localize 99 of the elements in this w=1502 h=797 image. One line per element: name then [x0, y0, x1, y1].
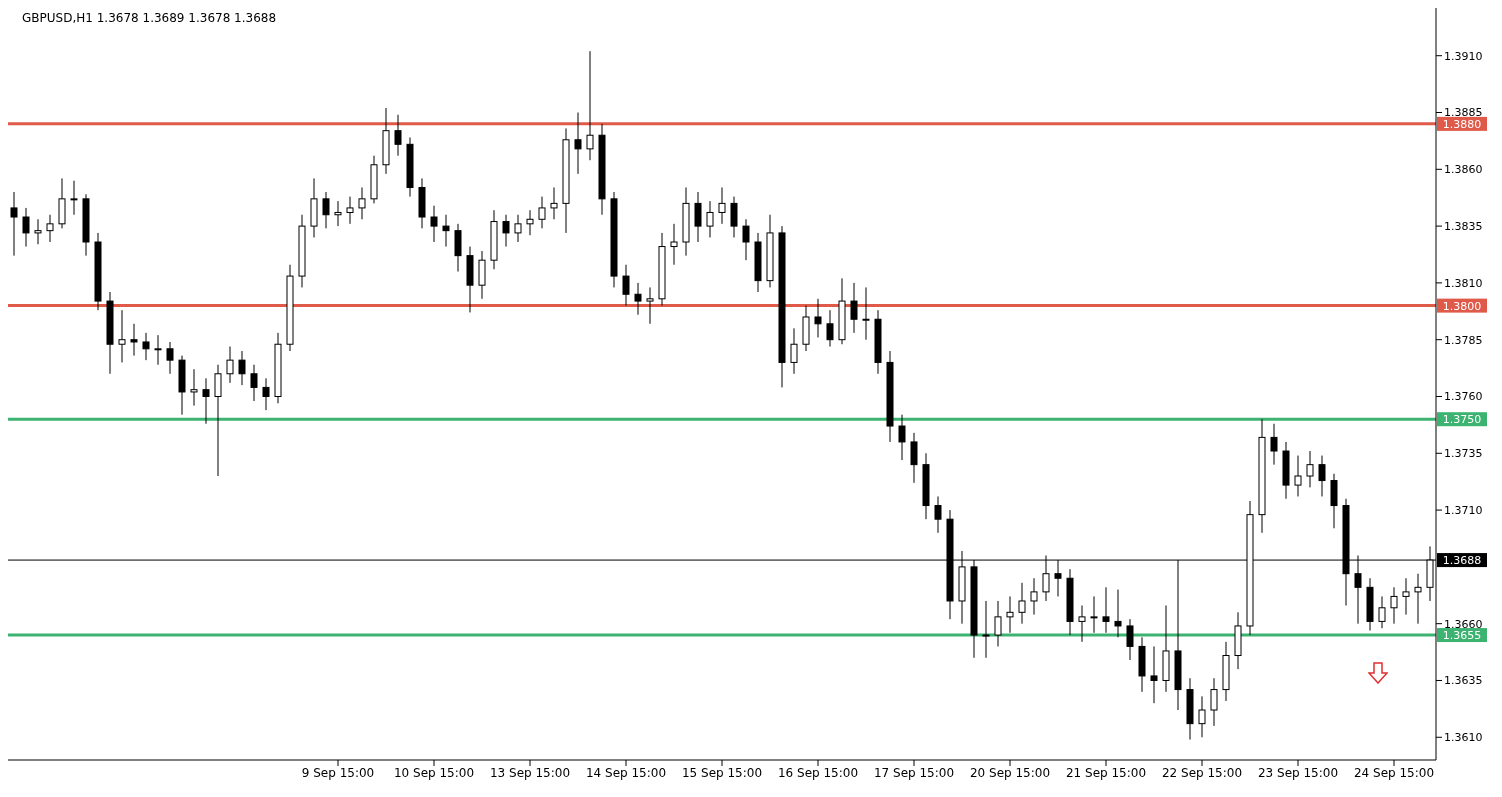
candlestick [982, 600, 990, 659]
candlestick [586, 50, 594, 161]
candlestick [1318, 455, 1326, 497]
candlestick [214, 364, 222, 477]
ref-line-label: 1.3688 [1442, 554, 1482, 568]
candlestick [574, 112, 582, 175]
candlestick [238, 350, 246, 386]
x-tick-label: 15 Sep 15:00 [681, 765, 763, 780]
candlestick [322, 191, 330, 229]
candlestick [118, 309, 126, 363]
candlestick [334, 200, 342, 227]
x-tick-label: 21 Sep 15:00 [1065, 765, 1147, 780]
y-tick-label: 1.3860 [1444, 163, 1483, 177]
y-tick-label: 1.3910 [1444, 49, 1483, 63]
x-tick-label: 22 Sep 15:00 [1161, 765, 1243, 780]
candlestick [154, 334, 162, 366]
candlestick [1294, 455, 1302, 497]
y-tick-label: 1.3835 [1444, 220, 1483, 234]
ref-line-label: 1.3750 [1442, 413, 1482, 427]
candlestick [538, 196, 546, 229]
candlestick [634, 282, 642, 316]
candlestick [394, 114, 402, 157]
candlestick [502, 214, 510, 248]
candlestick [1006, 595, 1014, 634]
ref-line-label: 1.3655 [1442, 629, 1482, 643]
y-tick-label: 1.3760 [1444, 390, 1483, 404]
ref-line-label: 1.3880 [1442, 117, 1482, 131]
candlestick [1198, 695, 1206, 738]
x-tick-label: 14 Sep 15:00 [585, 765, 667, 780]
candlestick [142, 332, 150, 361]
candlestick [442, 214, 450, 248]
x-tick-label: 24 Sep 15:00 [1353, 765, 1435, 780]
x-tick-label: 17 Sep 15:00 [873, 765, 955, 780]
candlestick [1390, 586, 1398, 625]
candlestick [1378, 595, 1386, 629]
x-tick-label: 16 Sep 15:00 [777, 765, 859, 780]
candlestick [226, 346, 234, 384]
candlestick [826, 309, 834, 348]
candlestick [1210, 677, 1218, 727]
candlestick [718, 186, 726, 225]
candlestick [250, 364, 258, 402]
x-tick-label: 20 Sep 15:00 [969, 765, 1051, 780]
candlestick [1078, 605, 1086, 643]
candlestick [346, 196, 354, 225]
y-tick-label: 1.3885 [1444, 106, 1483, 120]
candlestick [202, 377, 210, 425]
y-tick-label: 1.3735 [1444, 447, 1483, 461]
y-tick-label: 1.3635 [1444, 674, 1483, 688]
x-tick-label: 13 Sep 15:00 [489, 765, 571, 780]
candlestick [1414, 573, 1422, 625]
candlestick [262, 377, 270, 411]
y-tick-label: 1.3610 [1444, 731, 1483, 745]
candlestick [70, 180, 78, 216]
x-tick-label: 9 Sep 15:00 [301, 765, 375, 780]
candlestick [10, 191, 18, 257]
candlestick [1150, 645, 1158, 704]
candlestick [646, 286, 654, 325]
candlestick [898, 414, 906, 461]
candlestick [994, 600, 1002, 647]
candlestick [790, 327, 798, 375]
candlestick [22, 207, 30, 248]
candlestick [742, 218, 750, 261]
x-tick-label: 23 Sep 15:00 [1257, 765, 1339, 780]
candlestick [1090, 595, 1098, 634]
candlestick [1306, 450, 1314, 488]
candlestick [514, 214, 522, 243]
chart-title: GBPUSD,H1 1.3678 1.3689 1.3678 1.3688 [22, 11, 277, 25]
y-tick-label: 1.3785 [1444, 333, 1483, 347]
candlestick [1126, 618, 1134, 661]
candlestick [670, 223, 678, 266]
candlestick [34, 218, 42, 245]
candlestick [1402, 577, 1410, 616]
candlestick [622, 264, 630, 307]
candlestick [526, 209, 534, 236]
candlestick [814, 298, 822, 338]
y-tick-label: 1.3710 [1444, 504, 1483, 517]
candlestick [190, 368, 198, 407]
candlestick [46, 214, 54, 243]
y-tick-label: 1.3660 [1444, 617, 1483, 631]
candlestick [358, 186, 366, 220]
y-tick-label: 1.3810 [1444, 276, 1483, 290]
candlestick [850, 282, 858, 334]
candlestick [430, 205, 438, 243]
candlestick [910, 432, 918, 484]
candlestick [1114, 589, 1122, 638]
x-tick-label: 10 Sep 15:00 [393, 765, 475, 780]
candlestick [862, 286, 870, 341]
candlestick [166, 341, 174, 375]
candlestick [1030, 577, 1038, 616]
candlestick [1102, 586, 1110, 634]
candlestick [130, 323, 138, 357]
ref-line-label: 1.3800 [1442, 299, 1482, 313]
candlestick [550, 186, 558, 220]
candlestick [1018, 582, 1026, 625]
candlestick [1270, 423, 1278, 466]
candlestick [706, 200, 714, 238]
candlestick [694, 191, 702, 243]
candlestick [730, 196, 738, 238]
candlestick [934, 495, 942, 534]
